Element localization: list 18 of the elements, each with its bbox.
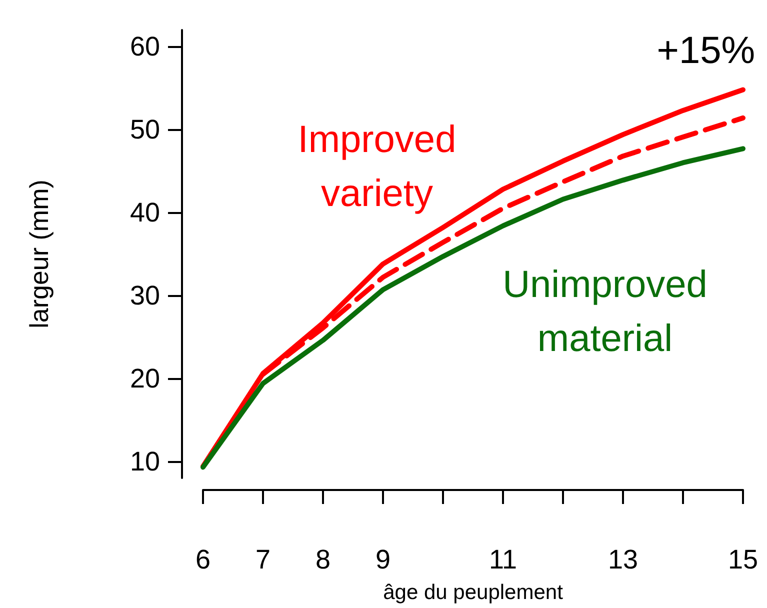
x-tick-label: 6 — [195, 544, 211, 574]
y-tick-label: 30 — [130, 280, 160, 310]
x-tick-label: 7 — [255, 544, 271, 574]
annotation: +15% — [656, 30, 756, 72]
y-tick-label: 50 — [130, 114, 160, 145]
x-tick-label: 13 — [608, 544, 638, 574]
y-tick-label: 20 — [130, 363, 160, 394]
series-label: Improved variety — [298, 118, 456, 215]
x-tick-label: 11 — [488, 544, 518, 574]
y-tick-label: 10 — [130, 446, 160, 476]
series-label: Unimproved material — [502, 264, 708, 360]
y-tick-label: 40 — [130, 198, 160, 228]
x-tick-label: 15 — [728, 544, 758, 574]
x-tick-label: 8 — [315, 544, 331, 574]
x-axis-title: âge du peuplement — [383, 581, 564, 604]
y-tick-label: 60 — [130, 32, 160, 62]
x-tick-label: 9 — [375, 544, 391, 574]
y-axis-title: largeur (mm) — [24, 180, 54, 328]
